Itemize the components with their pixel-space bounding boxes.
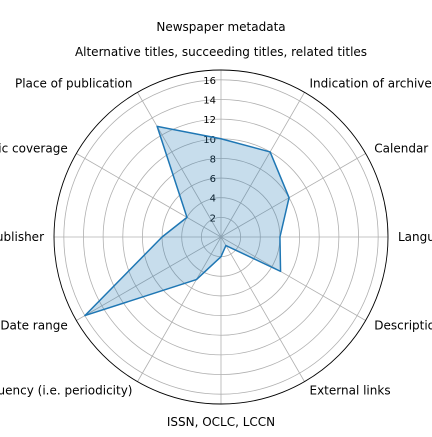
radial-tick-label: 14 [203,95,216,106]
category-label: Indication of archive holder [310,77,432,91]
category-label: Geographic coverage [0,142,68,156]
category-label: Calendar view of issues [374,142,432,156]
category-label: Frequency (i.e. periodicity) [0,383,133,397]
category-label: Publisher [0,230,44,244]
series-area [85,126,289,315]
category-label: Description of newspaper (history) [374,319,432,333]
radial-tick-label: 16 [203,76,216,87]
category-label: Place of publication [15,77,133,91]
category-label: Language [398,230,432,244]
radial-tick-label: 12 [203,115,216,126]
chart-title: Newspaper metadata [156,20,285,34]
category-label: ISSN, OCLC, LCCN [167,415,275,429]
category-label: Date range [0,319,67,333]
category-label: External links [310,383,391,397]
data-layer [85,126,289,315]
category-label: Alternative titles, succeeding titles, r… [75,45,367,59]
